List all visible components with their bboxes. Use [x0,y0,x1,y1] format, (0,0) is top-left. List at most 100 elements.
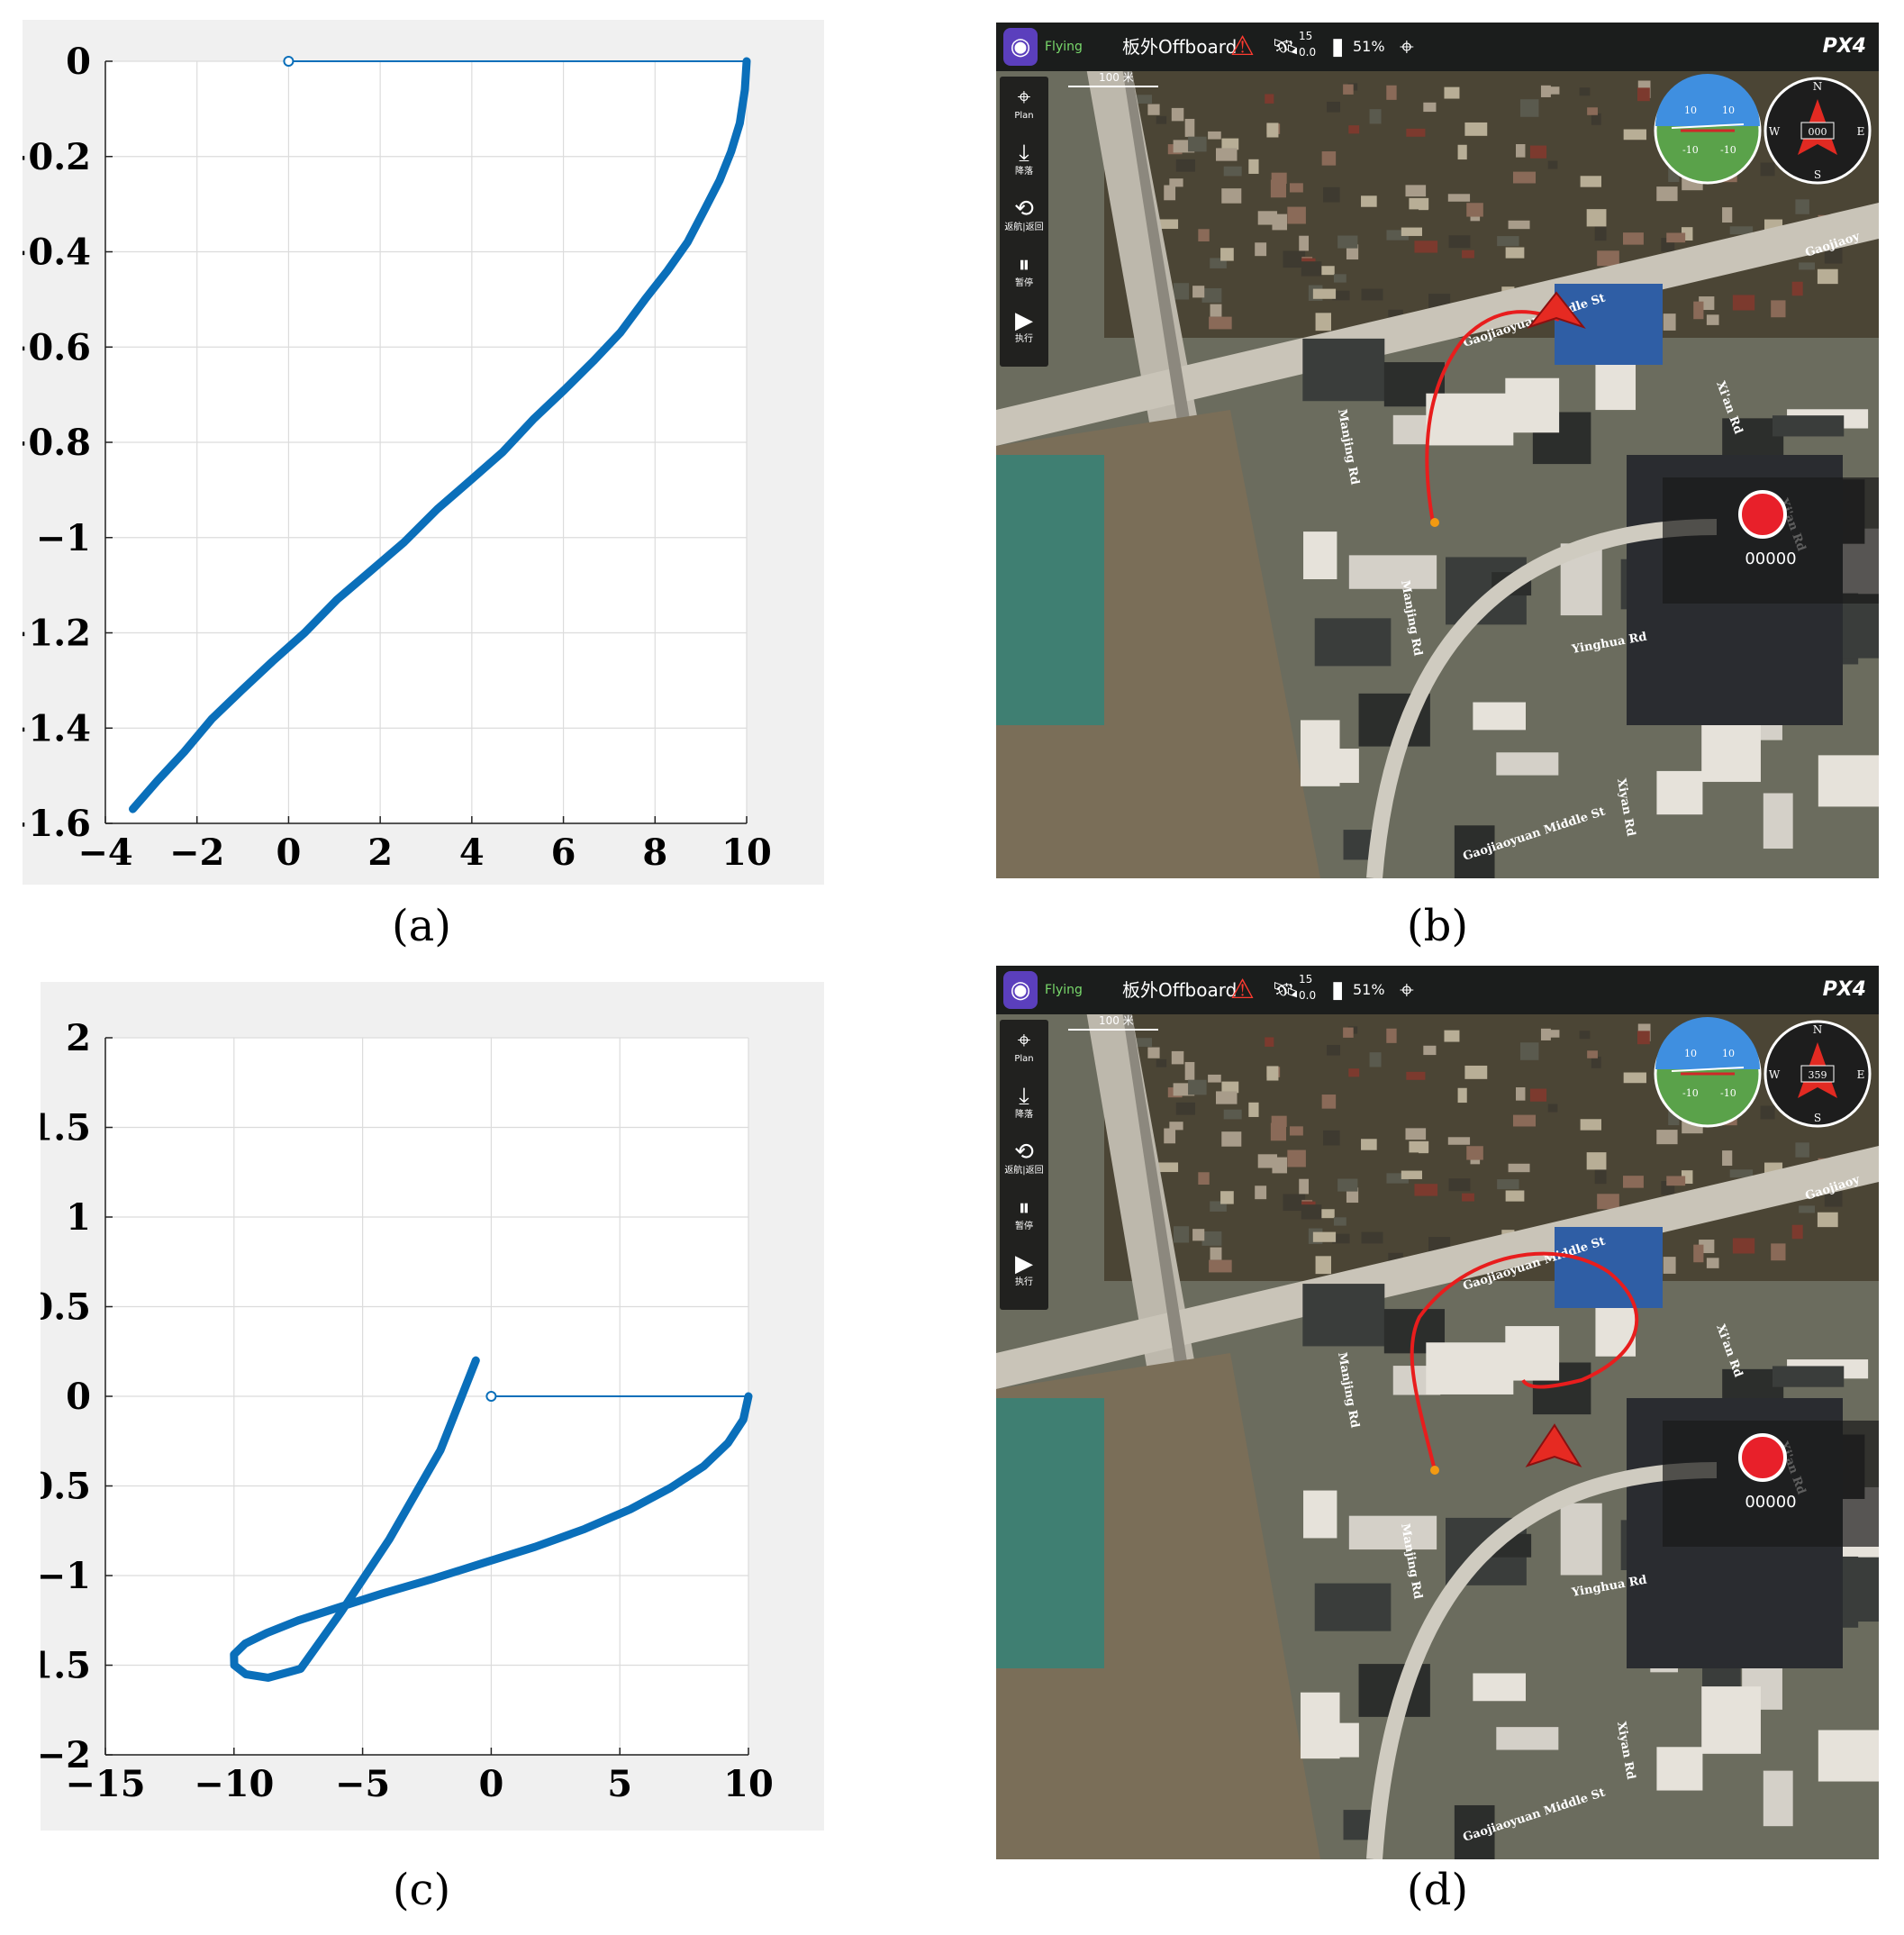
tool-land[interactable]: ⤓ 降落 [1000,1083,1048,1121]
house-roof [1188,1079,1207,1095]
house-roof [1171,107,1184,122]
house-roof [1505,1190,1525,1202]
hdop-value: 0.0 [1299,989,1317,1002]
battery-percent: 51% [1353,38,1385,55]
tool-pause[interactable]: ⏸ 暂停 [1000,1195,1048,1232]
warning-icon[interactable]: ⚠ [1230,974,1255,1005]
house-roof [1414,1184,1438,1196]
house-roof [1248,1102,1259,1117]
house-roof [1221,1131,1242,1147]
house-roof [1512,171,1537,184]
tool-land[interactable]: ⤓ 降落 [1000,140,1048,177]
house-roof [1447,194,1471,202]
house-roof [1315,266,1335,276]
house-roof [1208,1074,1221,1083]
flight-status[interactable]: Flying [1045,40,1083,54]
pause-icon: ⏸ [1018,1195,1030,1222]
house-roof [1771,300,1786,318]
house-roof [1332,290,1350,301]
y-tick-label: −0.4 [23,232,91,274]
house-roof [1732,295,1755,311]
tool-play[interactable]: ▶ 执行 [1000,307,1048,345]
house-roof [1706,1258,1719,1268]
flight-trajectory-d [1410,1251,1639,1475]
house-roof [1271,172,1287,184]
house-roof [1795,1142,1809,1158]
tool-play[interactable]: ▶ 执行 [1000,1250,1048,1288]
gps-target-icon[interactable]: ⌖ [1400,975,1414,1004]
house-roof [1591,1056,1601,1068]
attitude-sky [1655,1017,1760,1069]
house-roof [1497,1179,1519,1190]
origin-marker [485,1391,497,1402]
house-roof [1706,314,1719,325]
caption-b: (b) [1406,901,1469,951]
house-roof [1210,258,1227,268]
tool-plan[interactable]: ⌖ Plan [1000,1027,1048,1065]
house-roof [1169,178,1183,187]
gps-target-icon[interactable]: ⌖ [1400,32,1414,61]
house-roof [1171,1050,1184,1065]
battery-icon[interactable]: ▮ [1331,977,1345,1004]
record-button[interactable] [1738,490,1787,539]
house-roof [1361,1231,1383,1244]
building-block [1473,1673,1526,1702]
tool-label: 降落 [1015,167,1033,177]
house-roof [1184,1061,1195,1080]
tool-label: 执行 [1015,334,1033,344]
tool-label: 返航|返回 [1004,223,1044,232]
house-roof [1579,1031,1591,1040]
record-counter: 00000 [1745,550,1797,568]
y-tick-label: −1.5 [41,1645,91,1687]
battery-icon[interactable]: ▮ [1331,33,1345,60]
satellite-icon[interactable]: 🛰 [1272,34,1300,59]
house-roof [1361,1139,1377,1150]
house-roof [1666,232,1686,243]
app-logo-icon[interactable]: ◉ [1003,971,1038,1009]
x-tick-label: −10 [194,1763,274,1805]
satellite-icon[interactable]: 🛰 [1272,977,1300,1003]
warning-icon[interactable]: ⚠ [1230,31,1255,62]
building-block [1496,1727,1559,1750]
tool-pause[interactable]: ⏸ 暂停 [1000,251,1048,289]
building-block [1772,1366,1845,1387]
house-roof [1547,1104,1558,1113]
house-roof [1623,232,1644,245]
house-roof [1220,248,1234,261]
house-roof [1327,1044,1340,1056]
house-roof [1327,101,1340,113]
flight-mode[interactable]: 板外Offboard [1122,979,1238,1001]
house-roof [1462,1193,1474,1202]
house-roof [1321,151,1337,166]
house-roof [1348,1068,1360,1077]
app-logo-icon[interactable]: ◉ [1003,28,1038,66]
house-roof [1423,1045,1437,1056]
record-button[interactable] [1738,1433,1787,1482]
house-roof [1409,1140,1429,1153]
heading-value: 000 [1809,126,1827,138]
tool-return[interactable]: ⟲ 返航|返回 [1000,1139,1048,1176]
x-tick-label: 8 [642,831,667,874]
house-roof [1323,186,1340,203]
house-roof [1343,1027,1354,1038]
flight-status[interactable]: Flying [1045,983,1083,997]
house-roof [1444,86,1460,99]
house-roof [1215,148,1238,161]
curved-road [1366,519,1718,878]
fly-toolbar: ⌖ Plan ⤓ 降落 ⟲ 返航|返回 ⏸ 暂停 ▶ 执行 [1000,77,1048,367]
house-roof [1266,123,1279,138]
x-tick-label: 4 [459,831,485,874]
house-roof [1301,1204,1322,1220]
building-block [1348,1515,1437,1550]
tool-plan[interactable]: ⌖ Plan [1000,84,1048,122]
building-block [1426,393,1514,446]
house-roof [1289,1126,1303,1136]
tool-return[interactable]: ⟲ 返航|返回 [1000,195,1048,233]
house-roof [1663,313,1676,331]
sports-court [1555,1227,1663,1308]
flight-instruments: 10 10 -10 -10 N E S W 000 [1654,74,1872,185]
house-roof [1546,86,1560,95]
house-roof [1406,128,1426,137]
building-block [1772,415,1845,437]
flight-mode[interactable]: 板外Offboard [1122,36,1238,58]
